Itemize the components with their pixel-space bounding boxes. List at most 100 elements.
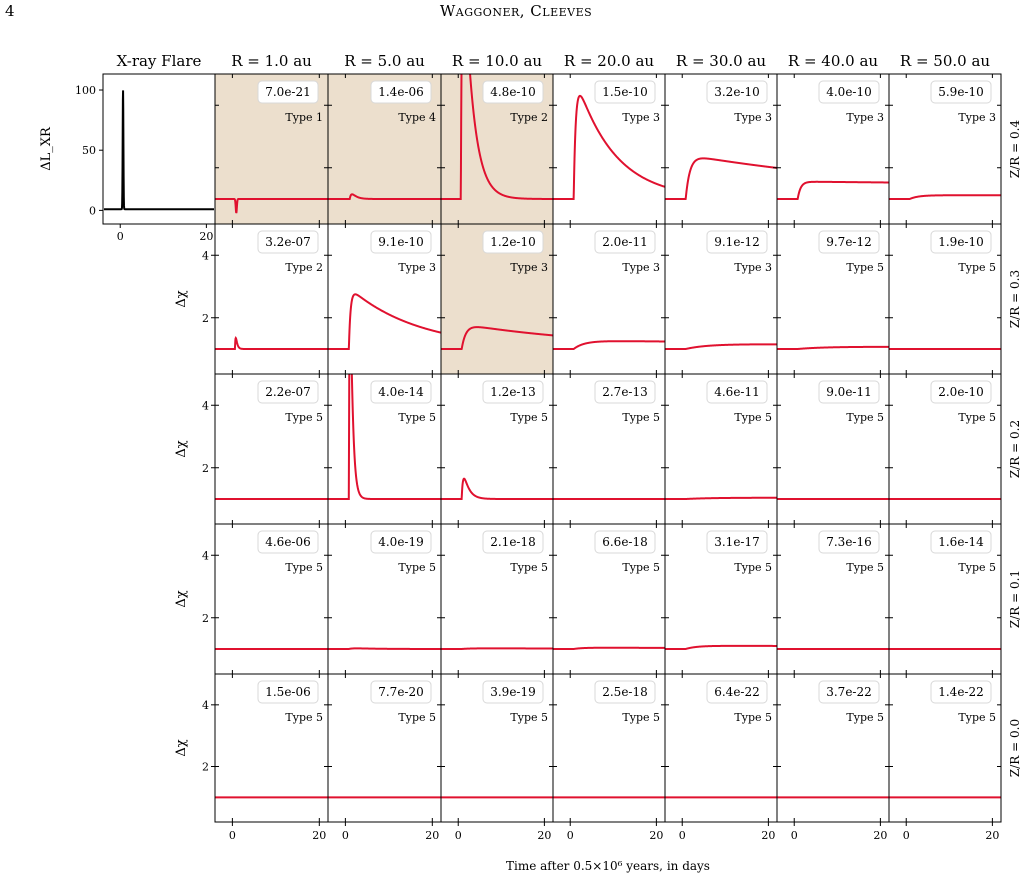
value-box [594, 680, 656, 704]
value-box [482, 680, 544, 704]
value-box [818, 530, 880, 554]
type-label: Type 5 [398, 561, 436, 574]
x-tick-label: 20 [425, 829, 439, 842]
panel: 2.7e-13 Type 5 [552, 373, 666, 525]
value-label: 2.0e-11 [602, 235, 648, 249]
x-tick-label: 0 [229, 829, 236, 842]
type-label: Type 5 [846, 261, 884, 274]
y-tick-label: 4 [202, 249, 209, 262]
type-label: Type 5 [285, 411, 323, 424]
type-label: Type 5 [285, 561, 323, 574]
value-box [482, 80, 544, 104]
value-box [706, 80, 768, 104]
y-axis-label: Δχ [174, 440, 189, 457]
series-line [665, 343, 777, 350]
panel: 1.5e-10 Type 3 [552, 73, 666, 225]
row-label: Z/R = 0.3 [1008, 270, 1022, 328]
panel: 3.9e-19 Type 5 0 20 [440, 673, 554, 842]
running-title: Waggoner, Cleeves [440, 2, 592, 20]
panel: 9.1e-10 Type 3 [327, 223, 442, 375]
value-box [594, 80, 656, 104]
value-label: 1.5e-06 [265, 685, 311, 699]
series-line [553, 340, 665, 350]
type-label: Type 5 [510, 711, 548, 724]
type-label: Type 3 [622, 111, 660, 124]
panel: 2.5e-18 Type 5 0 20 [552, 673, 666, 842]
x-tick-label: 20 [873, 829, 887, 842]
value-label: 1.4e-06 [378, 85, 424, 99]
value-box [257, 380, 319, 404]
plot-area: X-ray Flare R = 1.0 au R = 5.0 au R = 10.0 … [39, 52, 1022, 842]
type-label: Type 5 [398, 711, 436, 724]
type-label: Type 5 [846, 411, 884, 424]
y-tick-label: 2 [202, 312, 209, 325]
flare-y-tick-label: 0 [89, 204, 96, 217]
value-box [594, 530, 656, 554]
type-label: Type 5 [734, 561, 772, 574]
series-line [441, 326, 553, 350]
series-line [553, 646, 665, 650]
series-line [441, 74, 553, 200]
type-label: Type 3 [734, 261, 772, 274]
value-label: 4.0e-19 [378, 535, 424, 549]
row-label: Z/R = 0.0 [1008, 719, 1022, 777]
flare-y-axis-label: ΔL_XR [39, 126, 54, 171]
panel: 3.2e-10 Type 3 [664, 73, 778, 225]
value-label: 2.0e-10 [938, 385, 984, 399]
value-box [930, 380, 992, 404]
y-axis-label: Δχ [174, 739, 189, 756]
page-number: 4 [5, 2, 15, 20]
column-title: R = 5.0 au [344, 52, 425, 70]
value-label: 4.0e-10 [826, 85, 872, 99]
series-line [328, 374, 441, 500]
panel: 4.8e-10 Type 2 [440, 73, 554, 225]
type-label: Type 2 [510, 111, 548, 124]
value-label: 7.3e-16 [826, 535, 872, 549]
type-label: Type 5 [734, 711, 772, 724]
x-tick-label: 0 [903, 829, 910, 842]
series-line [665, 157, 777, 200]
value-label: 5.9e-10 [938, 85, 984, 99]
value-box [706, 530, 768, 554]
panel: 9.1e-12 Type 3 [664, 223, 778, 375]
series-line [777, 345, 889, 350]
value-box [257, 80, 319, 104]
row-label: Z/R = 0.1 [1008, 570, 1022, 628]
panel: 1.9e-10 Type 5 [888, 223, 1002, 375]
row-label: Z/R = 0.4 [1008, 120, 1022, 179]
x-tick-label: 20 [761, 829, 775, 842]
column-title: R = 50.0 au [900, 52, 991, 70]
value-label: 6.6e-18 [602, 535, 648, 549]
value-box [370, 80, 432, 104]
value-box [257, 680, 319, 704]
y-tick-label: 2 [202, 612, 209, 625]
value-box [706, 380, 768, 404]
series-line [889, 194, 1001, 200]
panel: 1.2e-10 Type 3 [440, 223, 554, 375]
type-label: Type 2 [285, 261, 323, 274]
value-box [257, 230, 319, 254]
value-box [818, 380, 880, 404]
flare-x-tick-label: 20 [199, 230, 213, 243]
value-box [370, 680, 432, 704]
type-label: Type 3 [398, 261, 436, 274]
panel: 3.2e-07 Type 2 2 4 Δχ [174, 223, 329, 375]
value-box [370, 530, 432, 554]
panel: 1.2e-13 Type 5 [440, 373, 554, 525]
panel: 7.0e-21 Type 1 [214, 73, 329, 225]
flare-line [104, 90, 214, 211]
panel: 6.6e-18 Type 5 [552, 523, 666, 675]
panel: 3.7e-22 Type 5 0 20 [776, 673, 890, 842]
series-line [777, 180, 889, 200]
panel: 4.0e-10 Type 3 [776, 73, 890, 225]
panel: 1.6e-14 Type 5 [888, 523, 1002, 675]
flare-title: X-ray Flare [117, 52, 202, 70]
x-axis-label: Time after 0.5×10⁶ years, in days [506, 859, 710, 873]
series-line [441, 477, 553, 500]
type-label: Type 5 [510, 561, 548, 574]
value-box [818, 230, 880, 254]
value-label: 2.7e-13 [602, 385, 648, 399]
panel: 4.0e-14 Type 5 [327, 373, 442, 525]
series-line [665, 644, 777, 650]
value-label: 4.8e-10 [490, 85, 536, 99]
